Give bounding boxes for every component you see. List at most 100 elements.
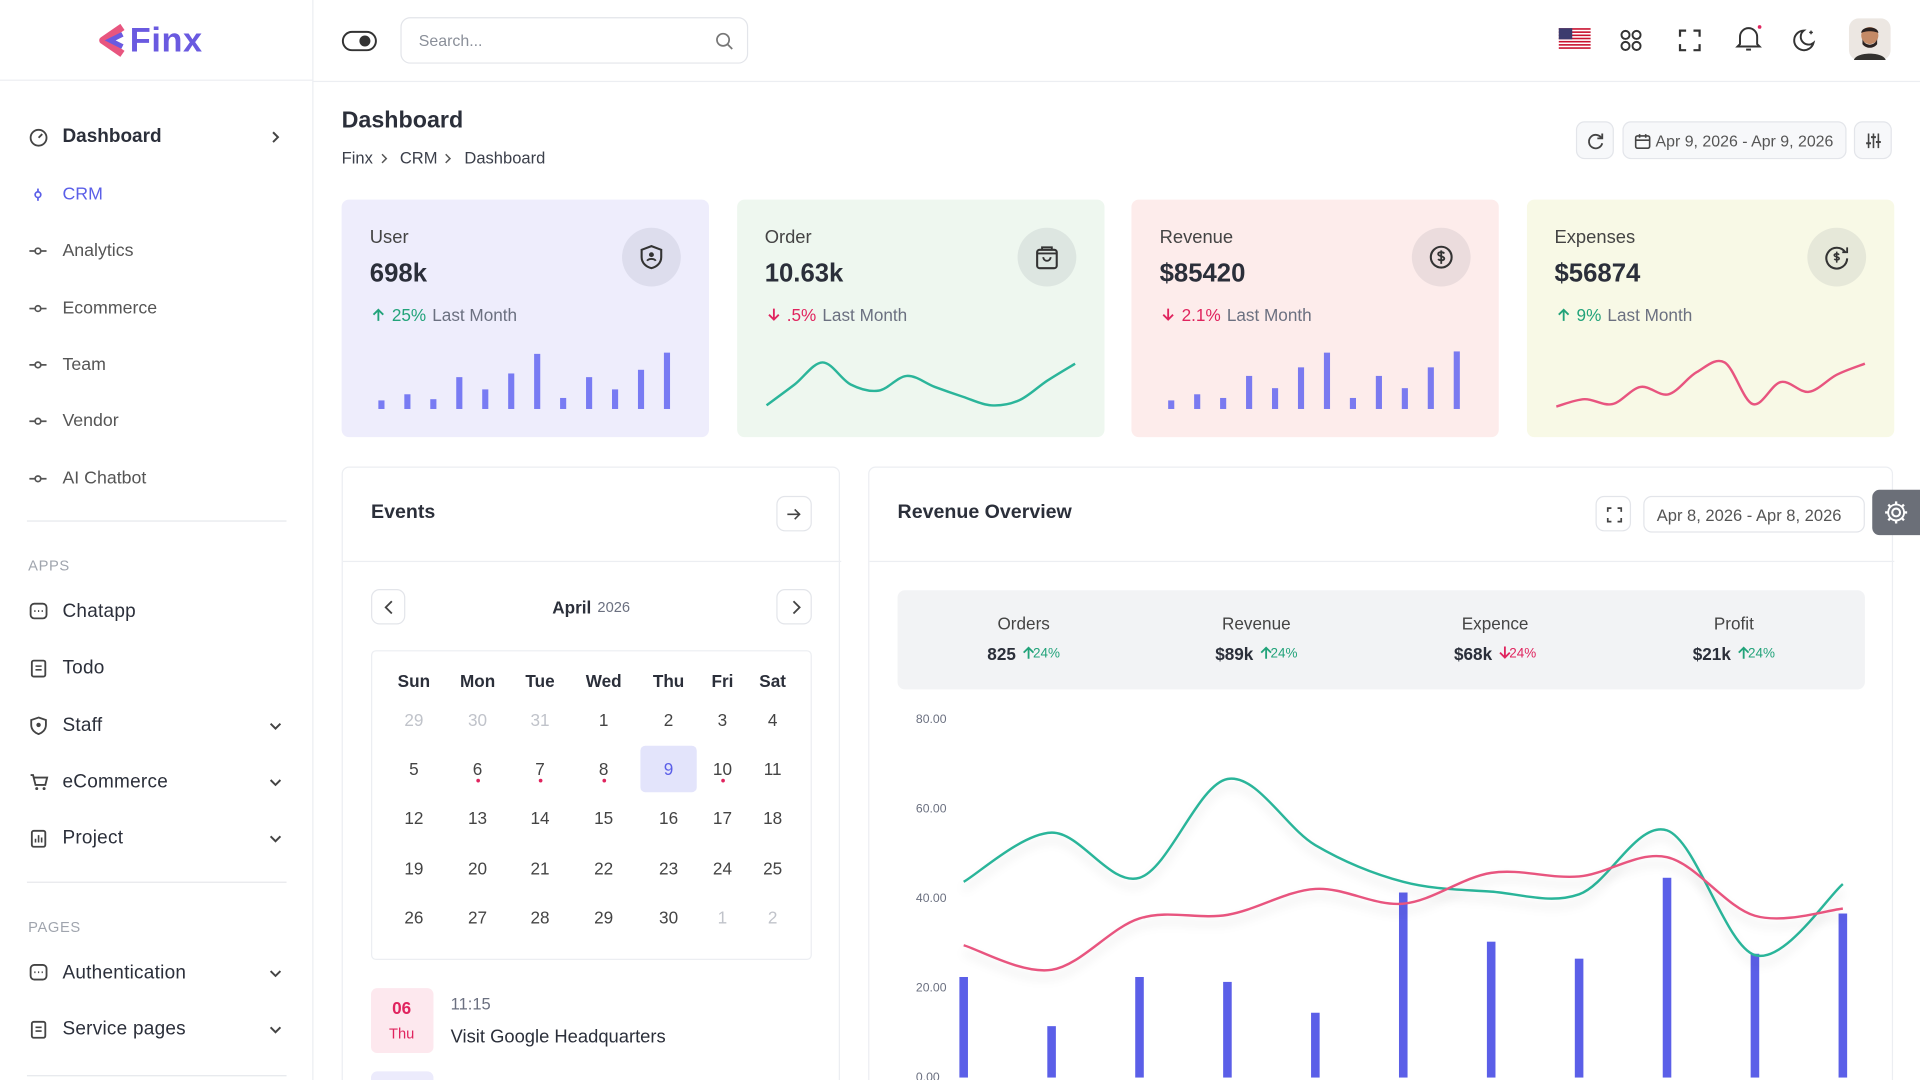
calendar-day[interactable]: 13 xyxy=(468,808,488,829)
icon-part xyxy=(30,716,47,735)
nav-subitem[interactable]: Team xyxy=(20,343,294,387)
topbar-border xyxy=(313,80,1920,83)
divider xyxy=(869,560,1895,563)
calendar-day[interactable]: 8 xyxy=(598,759,609,780)
calendar-day[interactable]: 19 xyxy=(404,857,424,878)
calendar-day[interactable]: 14 xyxy=(530,808,550,829)
icon-part xyxy=(269,835,282,843)
calendar-day[interactable]: 18 xyxy=(763,808,783,829)
calendar-day[interactable]: 30 xyxy=(468,710,488,730)
calendar-day[interactable]: 9 xyxy=(663,759,674,780)
calendar-day[interactable]: 27 xyxy=(468,907,488,927)
prev-month-button[interactable] xyxy=(371,588,406,625)
nav-item[interactable]: Authentication xyxy=(20,951,294,995)
calendar-day[interactable]: 3 xyxy=(717,710,728,730)
section-title: APPS xyxy=(28,557,70,575)
calendar-day[interactable]: 2 xyxy=(663,710,674,730)
breadcrumb-item[interactable]: Finx xyxy=(341,148,373,168)
fullscreen-icon xyxy=(1678,29,1701,52)
events-more-button[interactable] xyxy=(776,495,812,532)
icon-part xyxy=(372,308,384,321)
calendar-day[interactable]: 28 xyxy=(530,907,550,927)
settings-button[interactable] xyxy=(1872,489,1920,536)
sparkline xyxy=(765,361,1076,407)
nav-item[interactable]: Chatapp xyxy=(20,590,294,634)
calendar-day[interactable]: 21 xyxy=(530,857,550,878)
icon-part xyxy=(30,774,49,786)
icon-part xyxy=(1635,134,1650,142)
icon-part xyxy=(1841,247,1848,254)
nav-sublabel: CRM xyxy=(62,184,103,205)
event-title[interactable]: Visit Google Headquarters xyxy=(450,1026,666,1048)
calendar-day[interactable]: 22 xyxy=(594,857,614,878)
nav-item[interactable]: Dashboard xyxy=(20,115,294,159)
calendar-day[interactable]: 23 xyxy=(659,857,679,878)
icon-part xyxy=(646,258,657,262)
calendar-day[interactable]: 4 xyxy=(767,710,778,730)
calendar-day[interactable]: 25 xyxy=(763,857,783,878)
fullscreen-button[interactable] xyxy=(1595,495,1632,532)
nav-subitem[interactable]: AI Chatbot xyxy=(20,456,294,500)
calendar-day[interactable]: 7 xyxy=(535,759,545,780)
nav-label: Dashboard xyxy=(62,126,162,147)
icon-part xyxy=(716,32,731,47)
calendar-day[interactable]: 20 xyxy=(468,857,488,878)
calendar-day[interactable]: 24 xyxy=(712,857,732,878)
calendar-day[interactable]: 5 xyxy=(409,759,419,780)
calendar-day[interactable]: 10 xyxy=(712,759,732,780)
summary-label: Orders xyxy=(997,613,1050,634)
nav-icon xyxy=(29,128,48,147)
nav-item[interactable]: Service pages xyxy=(20,1008,294,1052)
icon-part xyxy=(30,830,47,848)
logo-mark xyxy=(99,23,125,57)
calendar-day[interactable]: 6 xyxy=(472,759,483,780)
calendar-day[interactable]: 1 xyxy=(598,710,609,730)
search-box[interactable]: Search... xyxy=(400,17,749,64)
sub-icon xyxy=(29,361,47,369)
calendar-day[interactable]: 17 xyxy=(712,808,732,829)
line xyxy=(963,854,1843,972)
breadcrumb-item[interactable]: CRM xyxy=(399,148,438,168)
nav-item[interactable]: Staff xyxy=(20,704,294,748)
calendar-day[interactable]: 11 xyxy=(763,759,782,780)
filter-button[interactable] xyxy=(1853,121,1892,160)
spark-bar xyxy=(1220,397,1227,409)
calendar-day[interactable]: 15 xyxy=(594,808,614,829)
chevron xyxy=(269,1027,282,1034)
breadcrumb-item: Dashboard xyxy=(464,148,546,168)
nav-subitem[interactable]: CRM xyxy=(20,173,294,217)
next-month-button[interactable] xyxy=(776,588,812,625)
nav-item[interactable]: Project xyxy=(20,817,294,861)
event-dot xyxy=(601,779,606,783)
calendar-day[interactable]: 16 xyxy=(659,808,679,829)
nav-item[interactable]: eCommerce xyxy=(20,760,294,804)
spark-bar xyxy=(1168,400,1175,409)
calendar-day[interactable]: 29 xyxy=(404,710,424,730)
nav-subitem[interactable]: Analytics xyxy=(20,229,294,273)
spark-bar xyxy=(586,377,593,409)
calendar-day[interactable]: 12 xyxy=(404,808,424,829)
refresh-button[interactable] xyxy=(1575,121,1614,160)
arrow-icon xyxy=(787,508,801,520)
nav-sublabel: AI Chatbot xyxy=(62,468,147,488)
divider xyxy=(342,560,842,563)
nav-subitem[interactable]: Ecommerce xyxy=(20,286,294,330)
icon-part xyxy=(1862,39,1878,48)
spark-bar xyxy=(430,399,437,409)
nav-item[interactable]: Todo xyxy=(20,647,294,691)
icon-part xyxy=(29,602,48,620)
calendar-day[interactable]: 1 xyxy=(717,907,728,927)
calendar-day[interactable]: 29 xyxy=(594,907,614,927)
stat-value: $85420 xyxy=(1159,259,1246,288)
nav-subitem[interactable]: Vendor xyxy=(20,399,294,443)
trend-arrow xyxy=(1260,646,1272,659)
stat-icon-circle xyxy=(622,227,681,287)
calendar-day[interactable]: 31 xyxy=(530,710,550,730)
calendar-day[interactable]: 2 xyxy=(767,907,778,927)
calendar-day[interactable]: 26 xyxy=(404,907,424,927)
calendar-day[interactable]: 30 xyxy=(659,907,679,927)
date-range-button[interactable]: Apr 8, 2026 - Apr 8, 2026 xyxy=(1643,495,1865,533)
date-range-button[interactable]: Apr 9, 2026 - Apr 9, 2026 xyxy=(1622,121,1847,160)
bar xyxy=(1223,981,1232,1078)
